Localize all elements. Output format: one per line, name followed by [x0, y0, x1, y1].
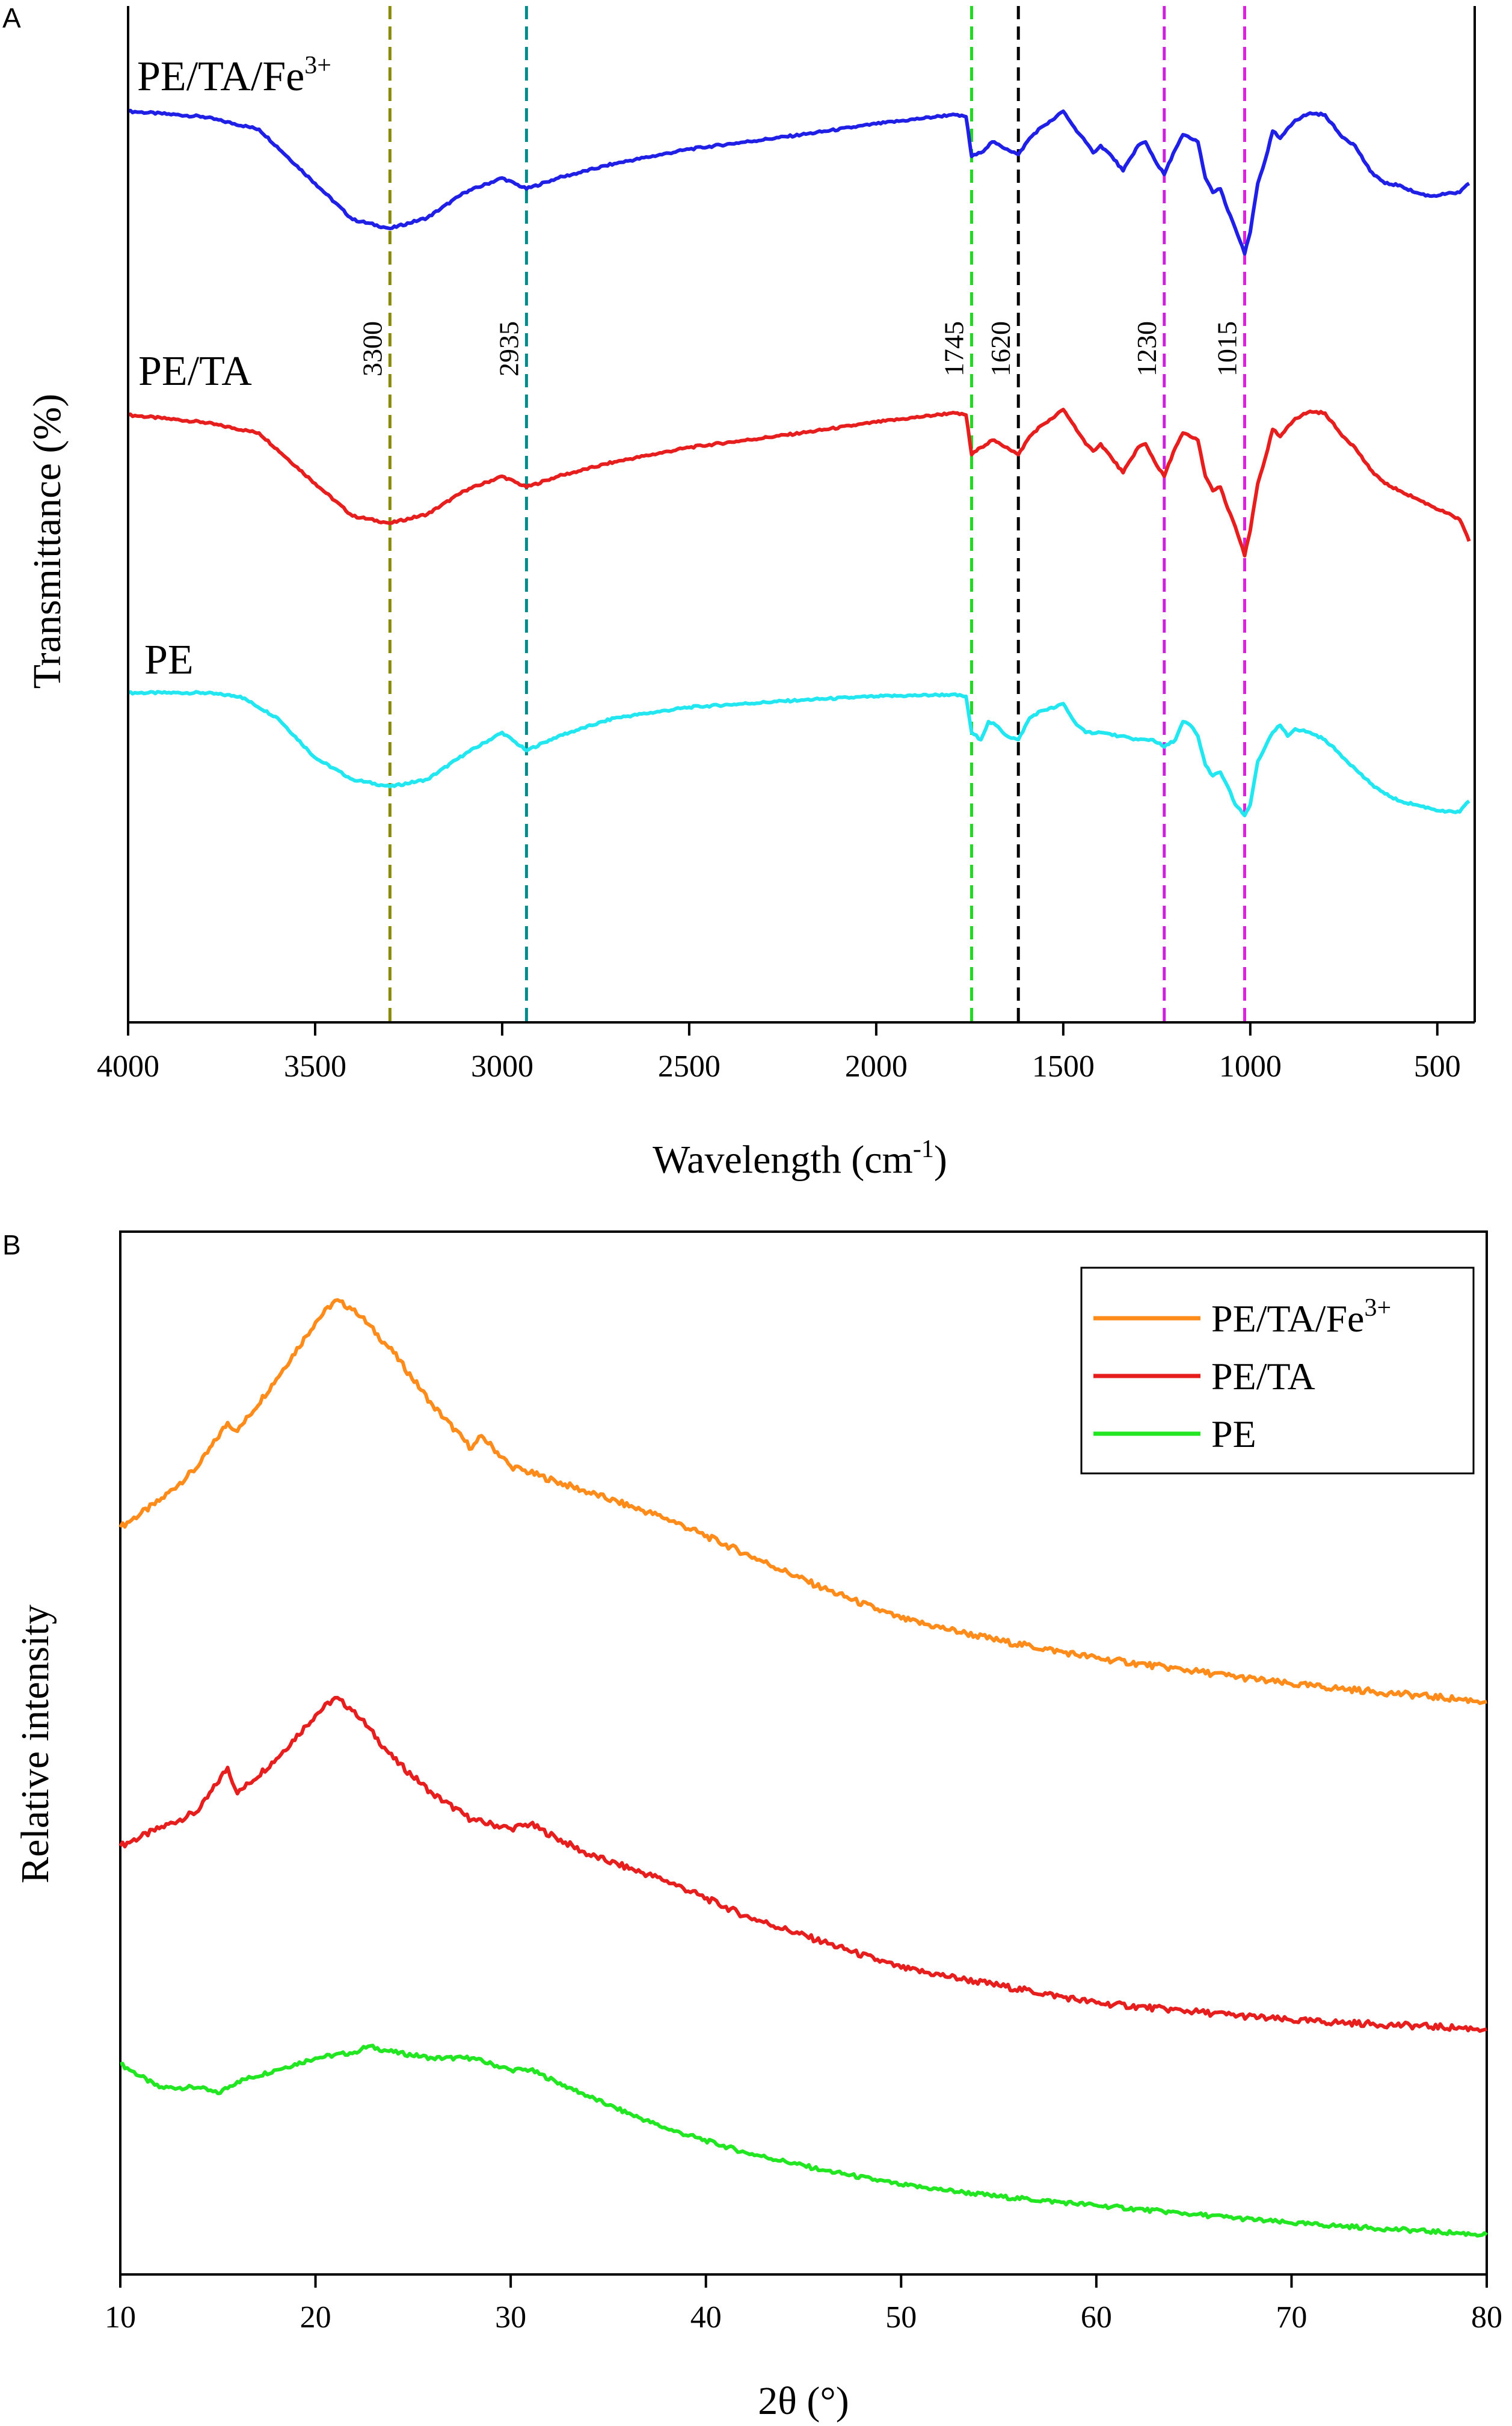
panel-b-legend-label-pe-ta-fe3: PE/TA/Fe3+	[1211, 1294, 1391, 1340]
panel-b-series-line-pe	[120, 2044, 1488, 2238]
panel-a-x-axis-title: Wavelength (cm-1)	[653, 1135, 947, 1182]
panel-a-peak-label-1015: 1015	[1212, 321, 1243, 376]
panel-a-peak-label-1620: 1620	[985, 321, 1016, 376]
panel-a-x-tick-label-1500: 1500	[1032, 1049, 1095, 1084]
panel-a-peak-label-1745: 1745	[938, 321, 969, 376]
panel-a-series-label-pe-ta-fe3: PE/TA/Fe3+	[137, 52, 331, 100]
panel-a-x-tick-label-3000: 3000	[471, 1049, 533, 1084]
panel-a-series-line-pe-ta-fe3	[128, 108, 1471, 256]
panel-a-x-tick-label-3500: 3500	[284, 1049, 346, 1084]
panel-b: B 10 20 30 40 50 60 70 80 2θ (°) Relative inten…	[2, 1229, 1502, 2423]
panel-b-legend-label-pe: PE	[1211, 1413, 1256, 1455]
panel-b-series-line-pe-ta	[118, 1695, 1487, 2033]
panel-b-x-tick-label-80: 80	[1471, 2300, 1502, 2335]
panel-a-x-ticks: 4000 3500 3000 2500 2000 1500 1000 500	[97, 1022, 1461, 1084]
panel-a-x-axis	[127, 6, 1476, 1024]
panel-a-letter: A	[2, 2, 21, 34]
panel-a-series	[127, 108, 1471, 817]
panel-a-peak-label-3300: 3300	[357, 321, 387, 376]
panel-b-x-tick-label-60: 60	[1081, 2300, 1112, 2335]
panel-b-x-tick-label-20: 20	[300, 2300, 331, 2335]
panel-a-x-tick-label-4000: 4000	[97, 1049, 159, 1084]
panel-b-x-tick-label-10: 10	[105, 2300, 136, 2335]
panel-b-x-axis-title: 2θ (°)	[758, 2379, 849, 2423]
panel-a-y-axis-title: Transmittance (%)	[25, 394, 69, 689]
panel-a-series-labels: PE/TA/Fe3+ PE/TA PE	[137, 52, 331, 683]
panel-a-series-line-pe-ta	[128, 408, 1471, 557]
panel-b-letter: B	[2, 1229, 21, 1261]
panel-a-series-label-pe-ta: PE/TA	[138, 348, 252, 395]
panel-b-x-tick-label-70: 70	[1276, 2300, 1307, 2335]
panel-b-x-ticks: 10 20 30 40 50 60 70 80	[105, 2274, 1502, 2335]
panel-a-series-label-pe: PE	[144, 637, 194, 683]
panel-b-x-tick-label-50: 50	[885, 2300, 917, 2335]
panel-a-peak-label-2935: 2935	[493, 321, 524, 376]
panel-a-x-tick-label-1000: 1000	[1219, 1049, 1282, 1084]
panel-b-series-line-pe-ta-fe3	[118, 1298, 1487, 1706]
panel-a-x-tick-label-2000: 2000	[845, 1049, 908, 1084]
panel-b-y-axis-title: Relative intensity	[13, 1605, 57, 1884]
panel-b-plot-frame	[119, 1230, 1488, 2276]
panel-b-legend-box	[1080, 1267, 1475, 1475]
panel-b-x-tick-label-40: 40	[690, 2300, 722, 2335]
panel-b-legend-label-pe-ta: PE/TA	[1211, 1355, 1315, 1398]
panel-b-legend: PE/TA/Fe3+ PE/TA PE	[1080, 1267, 1475, 1475]
panel-a-peak-label-1230: 1230	[1131, 321, 1162, 376]
panel-a: A 3300 2935 1745 1620 1230 1015 PE/TA/Fe3+PE/…	[2, 2, 1476, 1182]
panel-b-x-tick-label-30: 30	[495, 2300, 526, 2335]
panel-b-series	[118, 1298, 1488, 2238]
panel-a-x-tick-label-2500: 2500	[658, 1049, 721, 1084]
panel-a-x-tick-label-500: 500	[1414, 1049, 1461, 1084]
panel-a-series-line-pe	[127, 690, 1471, 817]
